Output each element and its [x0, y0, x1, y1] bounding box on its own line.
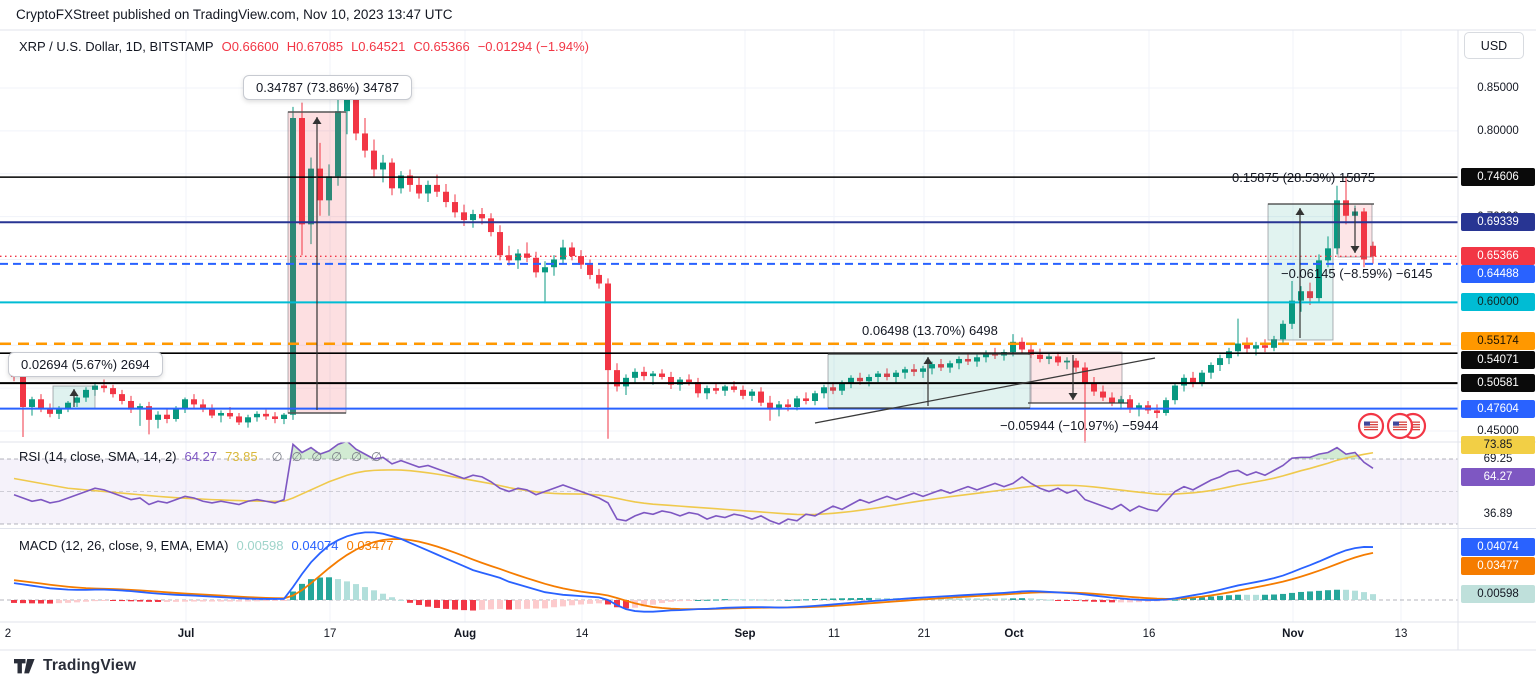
rsi-ma-line: [13, 451, 1374, 516]
macd-signal-value: 0.03477: [346, 538, 394, 553]
symbol-title[interactable]: XRP / U.S. Dollar, 1D, BITSTAMP: [19, 39, 214, 54]
ohlc-low: L0.64521: [351, 39, 406, 54]
ohlc-open: O0.66600: [221, 39, 279, 54]
footer-brand[interactable]: TradingView: [13, 656, 136, 676]
rsi-line: [13, 442, 1374, 525]
currency-button[interactable]: USD: [1464, 32, 1524, 59]
macd-legend: MACD (12, 26, close, 9, EMA, EMA) 0.0059…: [19, 538, 394, 553]
tradingview-brand-text: TradingView: [43, 657, 137, 674]
macd-title[interactable]: MACD (12, 26, close, 9, EMA, EMA): [19, 538, 229, 553]
rsi-title[interactable]: RSI (14, close, SMA, 14, 2): [19, 449, 177, 464]
change-value: −0.01294 (−1.94%): [477, 39, 590, 54]
time-tick: Jul: [177, 628, 195, 640]
rsi-value: 64.27: [184, 449, 218, 464]
attribution-text: CryptoFXStreet published on TradingView.…: [16, 7, 453, 22]
macd-pane: [0, 531, 1458, 613]
trend-segment: [814, 357, 1156, 424]
arrow-down-icon: [1068, 393, 1078, 400]
time-tick: 17: [323, 628, 337, 640]
us-flag-event-icon[interactable]: [1386, 412, 1414, 440]
arrow-up-icon: [312, 117, 322, 124]
rsi-pane: [0, 442, 1458, 525]
time-tick: Oct: [1004, 628, 1024, 640]
rsi-empty-values: ∅∅∅∅∅∅: [271, 450, 391, 464]
time-tick: Aug: [453, 628, 477, 640]
arrow-up-icon: [69, 389, 79, 396]
time-tick: Sep: [734, 628, 756, 640]
symbol-legend: XRP / U.S. Dollar, 1D, BITSTAMP O0.66600…: [19, 39, 589, 54]
time-tick: 14: [575, 628, 589, 640]
rsi-ma-value: 73.85: [225, 449, 258, 464]
ohlc-high: H0.67085: [286, 39, 344, 54]
rsi-legend: RSI (14, close, SMA, 14, 2) 64.27 73.85 …: [19, 449, 391, 464]
time-tick: 2: [4, 628, 12, 640]
macd-line: [13, 531, 1374, 613]
arrow-up-icon: [1295, 208, 1305, 215]
time-tick: 16: [1142, 628, 1156, 640]
us-flag-event-icon[interactable]: [1357, 412, 1385, 440]
time-tick: 11: [828, 628, 840, 640]
time-tick: 21: [917, 628, 931, 640]
time-tick: Nov: [1282, 628, 1304, 640]
arrow-up-icon: [923, 357, 933, 364]
macd-value: 0.04074: [291, 538, 339, 553]
time-tick: 13: [1394, 628, 1408, 640]
tradingview-logo-icon: [14, 659, 35, 674]
ohlc-close: C0.65366: [413, 39, 470, 54]
arrow-down-icon: [1350, 246, 1360, 253]
macd-hist-value: 0.00598: [236, 538, 284, 553]
